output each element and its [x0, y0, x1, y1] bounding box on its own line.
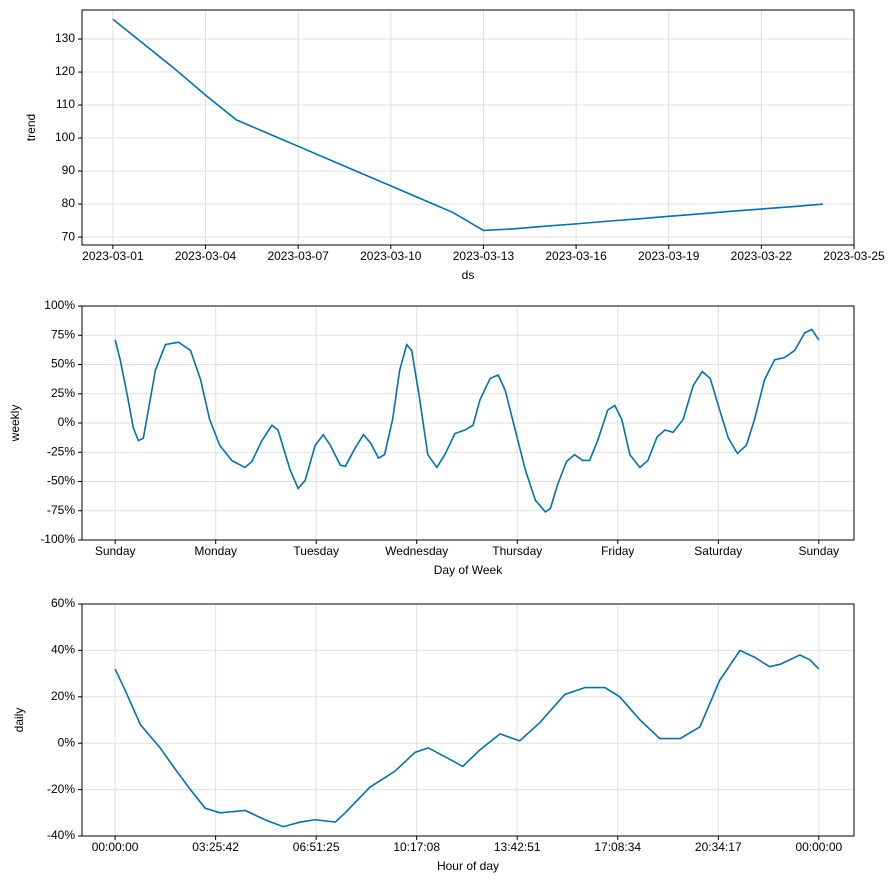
- x-tick-label: 2023-03-07: [267, 249, 329, 263]
- x-tick-label: 10:17:08: [393, 840, 440, 854]
- x-tick-label: Sunday: [798, 544, 839, 558]
- y-axis-label: trend: [24, 114, 38, 141]
- y-tick-label: 0%: [58, 415, 76, 429]
- x-tick-label: Friday: [601, 544, 634, 558]
- x-tick-label: Saturday: [694, 544, 742, 558]
- x-tick-label: 2023-03-16: [545, 249, 607, 263]
- y-tick-label: 80: [62, 196, 76, 210]
- y-tick-label: -100%: [40, 532, 75, 546]
- y-tick-label: 25%: [51, 386, 75, 400]
- y-tick-label: 110: [56, 97, 75, 111]
- y-tick-label: 120: [55, 64, 75, 78]
- plot-frame: [81, 305, 855, 541]
- line: [112, 18, 824, 232]
- y-tick-label: 75%: [51, 327, 75, 341]
- x-tick-label: 17:08:34: [594, 840, 641, 854]
- x-tick-label: Monday: [194, 544, 237, 558]
- y-tick-label: 70: [62, 229, 76, 243]
- x-tick-label: 2023-03-25: [823, 249, 885, 263]
- x-tick-label: 2023-03-10: [360, 249, 422, 263]
- x-axis-label: Day of Week: [434, 563, 503, 577]
- y-tick-label: 90: [62, 163, 76, 177]
- y-axis-label: daily: [12, 708, 26, 733]
- y-tick-label: -40%: [47, 828, 75, 842]
- y-tick-label: 40%: [51, 643, 75, 657]
- x-tick-label: Sunday: [95, 544, 136, 558]
- line: [114, 328, 820, 513]
- x-tick-label: Tuesday: [293, 544, 339, 558]
- x-tick-label: 2023-03-04: [175, 249, 237, 263]
- plot-frame: [81, 9, 855, 246]
- y-tick-label: 0%: [58, 735, 76, 749]
- y-tick-label: -20%: [47, 782, 75, 796]
- x-tick-label: 2023-03-19: [638, 249, 700, 263]
- y-tick-label: 50%: [51, 357, 75, 371]
- x-tick-label: 2023-03-13: [453, 249, 515, 263]
- line: [114, 649, 820, 828]
- x-tick-label: 00:00:00: [795, 840, 842, 854]
- y-axis-label: weekly: [8, 405, 22, 443]
- y-tick-label: 60%: [51, 596, 75, 610]
- plot-frame: [81, 603, 855, 837]
- x-tick-label: 13:42:51: [494, 840, 541, 854]
- x-tick-label: 2023-03-22: [731, 249, 793, 263]
- x-tick-label: Wednesday: [385, 544, 448, 558]
- x-tick-label: 00:00:00: [92, 840, 139, 854]
- x-tick-label: Thursday: [492, 544, 542, 558]
- y-tick-label: 130: [55, 31, 75, 45]
- y-tick-label: -25%: [47, 444, 75, 458]
- y-tick-label: -50%: [47, 474, 75, 488]
- y-tick-label: 100%: [44, 298, 75, 312]
- x-tick-label: 20:34:17: [695, 840, 742, 854]
- x-axis-label: Hour of day: [437, 859, 499, 873]
- y-tick-label: -75%: [47, 503, 75, 517]
- y-tick-label: 20%: [51, 689, 75, 703]
- x-tick-label: 03:25:42: [192, 840, 239, 854]
- x-tick-label: 2023-03-01: [82, 249, 144, 263]
- y-tick-label: 100: [55, 130, 75, 144]
- x-axis-label: ds: [462, 268, 475, 282]
- x-tick-label: 06:51:25: [293, 840, 340, 854]
